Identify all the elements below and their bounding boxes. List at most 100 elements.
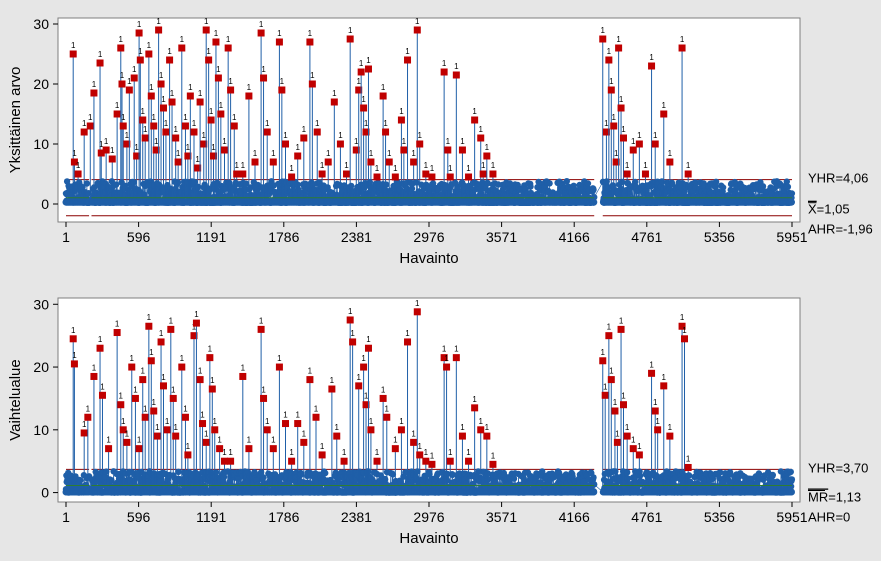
test-failure-label: 1 — [680, 35, 685, 44]
test-failure-label: 1 — [668, 149, 673, 158]
out-of-control-point — [300, 134, 308, 142]
y-tick-label: 30 — [33, 296, 49, 312]
test-failure-label: 1 — [110, 146, 115, 155]
test-failure-label: 1 — [280, 77, 285, 86]
out-of-control-point — [239, 170, 247, 178]
y-tick-label: 30 — [33, 16, 49, 32]
x-tick-label: 1 — [62, 229, 70, 245]
data-point — [570, 182, 577, 189]
data-point — [783, 178, 790, 185]
test-failure-label: 1 — [348, 26, 353, 35]
x-tick-label: 1191 — [196, 509, 226, 525]
out-of-control-point — [651, 140, 659, 148]
out-of-control-point — [118, 80, 126, 88]
x-tick-label: 4166 — [559, 229, 590, 245]
test-failure-label: 1 — [167, 47, 172, 56]
test-failure-label: 1 — [259, 20, 264, 29]
out-of-control-point — [162, 128, 170, 136]
test-failure-label: 1 — [481, 161, 486, 170]
data-point — [383, 181, 390, 188]
test-failure-label: 1 — [402, 137, 407, 146]
data-point — [322, 469, 329, 477]
out-of-control-point — [465, 173, 473, 181]
out-of-control-point — [251, 158, 259, 166]
data-point — [449, 471, 456, 479]
test-failure-label: 1 — [234, 161, 239, 170]
test-failure-label: 1 — [411, 149, 416, 158]
out-of-control-point — [352, 146, 360, 154]
test-failure-label: 1 — [149, 83, 154, 92]
out-of-control-point — [102, 146, 110, 154]
out-of-control-point — [186, 92, 194, 100]
x-tick-label: 596 — [127, 509, 151, 525]
y-tick-label: 20 — [33, 76, 49, 92]
x-tick-label: 4761 — [631, 229, 662, 245]
out-of-control-point — [269, 158, 277, 166]
test-failure-label: 1 — [120, 71, 125, 80]
data-point — [112, 181, 120, 188]
out-of-control-point — [207, 116, 215, 124]
data-point — [546, 180, 553, 187]
test-failure-label: 1 — [619, 95, 624, 104]
x-tick-label: 5951 — [776, 229, 807, 245]
test-failure-label: 1 — [192, 119, 197, 128]
out-of-control-point — [471, 116, 479, 124]
out-of-control-point — [610, 122, 618, 130]
out-of-control-point — [159, 104, 167, 112]
out-of-control-point — [133, 152, 141, 160]
data-point — [484, 180, 491, 187]
test-failure-label: 1 — [601, 26, 606, 35]
test-failure-label: 1 — [121, 113, 126, 122]
out-of-control-point — [477, 134, 485, 142]
test-failure-label: 1 — [442, 59, 447, 68]
test-failure-label: 1 — [637, 131, 642, 140]
data-point — [527, 183, 534, 190]
x-tick-label: 3571 — [486, 229, 517, 245]
test-failure-label: 1 — [125, 131, 130, 140]
y-tick-label: 0 — [41, 485, 49, 501]
data-point — [788, 198, 795, 206]
test-failure-label: 1 — [134, 143, 139, 152]
test-failure-label: 1 — [454, 62, 459, 71]
out-of-control-point — [452, 71, 460, 79]
test-failure-label: 1 — [154, 137, 159, 146]
data-point — [590, 198, 598, 206]
data-point — [212, 469, 220, 476]
out-of-control-point — [233, 170, 241, 178]
test-failure-label: 1 — [369, 149, 374, 158]
test-failure-label: 1 — [232, 113, 237, 122]
out-of-control-point — [184, 152, 192, 160]
out-of-control-point — [220, 146, 228, 154]
data-point — [636, 472, 644, 479]
test-failure-label: 1 — [686, 161, 691, 170]
out-of-control-point — [617, 104, 625, 112]
out-of-control-point — [147, 92, 155, 100]
out-of-control-point — [416, 140, 424, 148]
data-point — [242, 180, 250, 187]
test-failure-label: 1 — [132, 65, 137, 74]
test-failure-label: 1 — [430, 164, 435, 173]
test-failure-label: 1 — [99, 140, 104, 149]
out-of-control-point — [86, 122, 94, 130]
test-failure-label: 1 — [326, 149, 331, 158]
test-failure-label: 1 — [338, 131, 343, 140]
out-of-control-point — [294, 152, 302, 160]
x-tick-label: 1786 — [268, 229, 299, 245]
y-tick-label: 10 — [33, 136, 49, 152]
out-of-control-point — [96, 59, 104, 67]
out-of-control-point — [397, 116, 405, 124]
out-of-control-point — [607, 86, 615, 94]
data-point — [348, 182, 355, 190]
out-of-control-point — [623, 170, 631, 178]
data-point — [759, 183, 767, 190]
out-of-control-point — [90, 89, 98, 97]
out-of-control-point — [136, 56, 144, 64]
out-of-control-point — [619, 134, 627, 142]
test-failure-label: 1 — [72, 149, 77, 158]
test-failure-label: 1 — [448, 164, 453, 173]
out-of-control-point — [404, 56, 412, 64]
test-failure-label: 1 — [415, 17, 420, 26]
data-point — [563, 178, 570, 185]
out-of-control-point — [155, 26, 163, 34]
out-of-control-point — [635, 140, 643, 148]
